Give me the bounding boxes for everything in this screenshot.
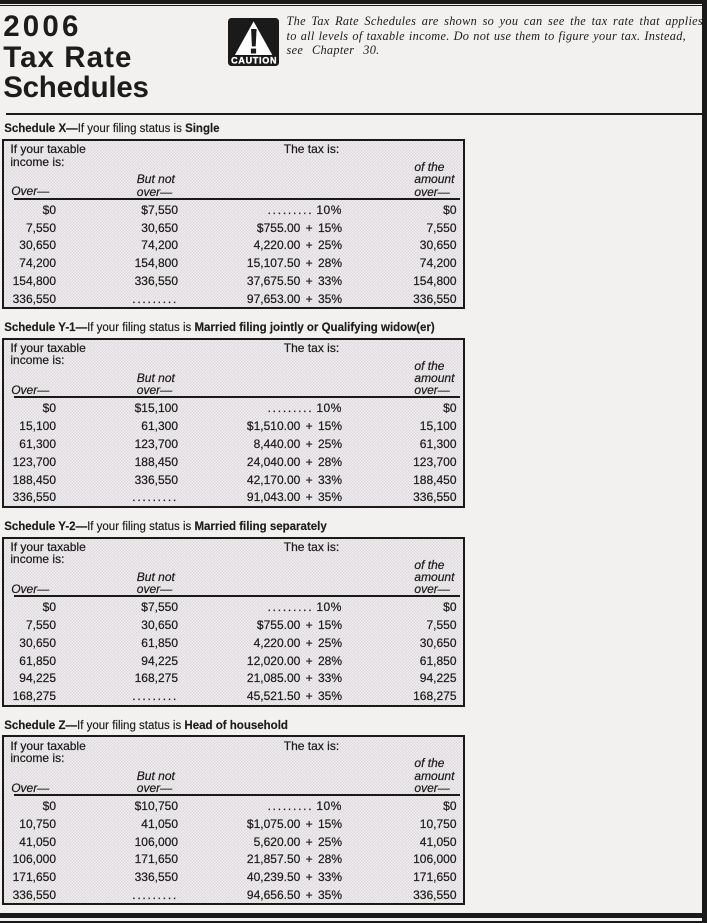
svg-text:CAUTION: CAUTION	[231, 55, 276, 65]
